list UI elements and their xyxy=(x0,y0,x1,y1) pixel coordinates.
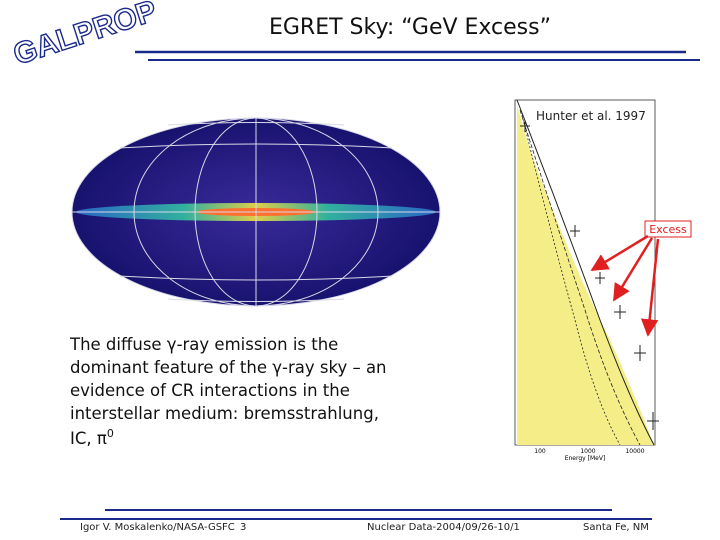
footer-author: Igor V. Moskalenko/NASA-GSFC xyxy=(80,522,235,533)
logo: GALPROP xyxy=(9,0,160,72)
body-line: IC, π xyxy=(70,429,107,448)
footer-event: Nuclear Data-2004/09/26-10/1 xyxy=(367,522,520,533)
superscript: 0 xyxy=(107,427,114,440)
x-tick-label: 10000 xyxy=(625,448,644,455)
body-line: IC, π0 xyxy=(70,427,114,448)
body-line: The diffuse γ-ray emission is the xyxy=(69,335,338,354)
annotation-arrows xyxy=(590,234,660,337)
footer-location: Santa Fe, NM xyxy=(583,522,649,533)
annotation-box xyxy=(644,220,692,238)
annotation: Excess xyxy=(649,223,687,236)
x-axis-label: Energy [MeV] xyxy=(565,455,606,462)
body-line: evidence of CR interactions in the xyxy=(70,381,350,400)
x-tick-label: 1000 xyxy=(580,448,595,455)
citation: Hunter et al. 1997 xyxy=(536,109,646,123)
body-text: The diffuse γ-ray emission is the domina… xyxy=(69,335,387,448)
title: EGRET Sky: “GeV Excess” xyxy=(269,15,551,40)
spectrum-figure: Hunter et al. 1997 100 1000 10000 Energy… xyxy=(475,95,663,463)
body-line: dominant feature of the γ-ray sky – an xyxy=(70,358,387,377)
body-line: interstellar medium: bremsstrahlung, xyxy=(70,404,379,423)
page-number: 3 xyxy=(240,522,246,533)
sky-map xyxy=(70,117,442,308)
x-tick-label: 100 xyxy=(534,448,546,455)
